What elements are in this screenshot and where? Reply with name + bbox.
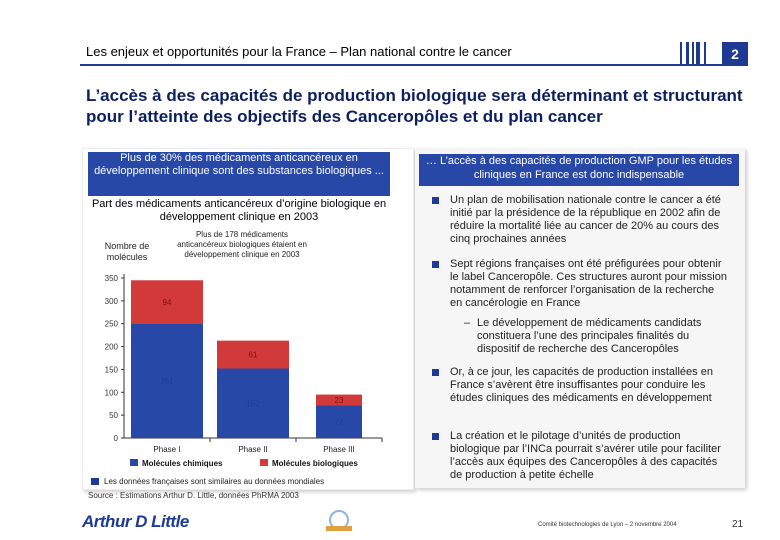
chart: 0 50 100 150 200 250 300 350 251 94 Phase I 152 61 Ph… xyxy=(105,274,383,468)
y-axis-label: Nombre de molécules xyxy=(104,241,150,262)
bullet-1: Un plan de mobilisation nationale contre… xyxy=(450,194,721,245)
y-tick-label: 350 xyxy=(105,274,119,283)
event-caption: Comité biotechnologies de Lyon – 2 novem… xyxy=(538,522,677,528)
bullet-2: Sept régions françaises ont été préfigur… xyxy=(450,258,727,309)
y-tick-label: 50 xyxy=(109,411,118,420)
header-title-bold: Les enjeux et opportunités pour la Franc… xyxy=(86,44,326,59)
right-header-box: … L’accès à des capacités de production … xyxy=(419,154,739,186)
bar-value-label: 61 xyxy=(249,351,258,360)
chart-annotation: Plus de 178 médicaments anticancéreux bi… xyxy=(177,230,307,259)
legend-swatch xyxy=(260,459,268,466)
category-label: Phase III xyxy=(323,445,355,454)
legend-swatch xyxy=(130,459,138,466)
sub-bullet-dash: – xyxy=(464,317,471,329)
legend-label: Molécules biologiques xyxy=(272,459,358,468)
bar-value-label: 72 xyxy=(335,418,344,427)
slide-title: L’accès à des capacités de production bi… xyxy=(86,86,743,126)
bar-chemical xyxy=(316,405,362,438)
bullet-marker xyxy=(432,197,439,204)
legend-label: Molécules chimiques xyxy=(142,459,223,468)
y-tick-label: 0 xyxy=(114,434,119,443)
header-divider xyxy=(80,64,738,66)
category-label: Phase I xyxy=(153,445,180,454)
bar-chemical xyxy=(131,323,203,438)
bullet-marker xyxy=(432,261,439,268)
right-panel xyxy=(415,148,745,488)
bar-biological xyxy=(217,340,289,369)
bar-biological xyxy=(316,394,362,406)
bar-value-label: 152 xyxy=(246,399,260,408)
bar-value-label: 251 xyxy=(160,377,174,386)
left-subtitle: Part des médicaments anticancéreux d’ori… xyxy=(91,198,387,223)
bullet-marker xyxy=(432,369,439,376)
bullet-4: La création et le pilotage d’unités de p… xyxy=(450,430,721,481)
y-tick-label: 250 xyxy=(105,320,119,329)
header-title-rest: – Plan national contre le cancer xyxy=(325,44,512,59)
header-title: Les enjeux et opportunités pour la Franc… xyxy=(86,44,512,59)
event-logo xyxy=(322,508,356,534)
y-tick-label: 300 xyxy=(105,297,119,306)
section-number-badge: 2 xyxy=(722,42,748,66)
bar-biological xyxy=(131,280,203,324)
bullet-3: Or, à ce jour, les capacités de producti… xyxy=(450,366,713,404)
bar-value-label: 94 xyxy=(163,298,172,307)
bar-chemical xyxy=(217,368,289,438)
adl-logo: Arthur D Little xyxy=(82,512,189,531)
left-header-box: Plus de 30% des médicaments anticancéreu… xyxy=(88,152,390,196)
bullet-marker xyxy=(432,433,439,440)
y-tick-label: 200 xyxy=(105,343,119,352)
chart-footnote: Les données françaises sont similaires a… xyxy=(104,477,325,486)
page-number: 21 xyxy=(732,519,744,530)
bar-value-label: 23 xyxy=(335,396,344,405)
y-tick-label: 150 xyxy=(105,365,119,374)
y-tick-label: 100 xyxy=(105,388,119,397)
footnote-bullet xyxy=(91,478,99,485)
category-label: Phase II xyxy=(238,445,267,454)
sub-bullet: Le développement de médicaments candidat… xyxy=(477,317,702,355)
source-note: Source : Estimations Arthur D. Little, d… xyxy=(88,491,299,500)
